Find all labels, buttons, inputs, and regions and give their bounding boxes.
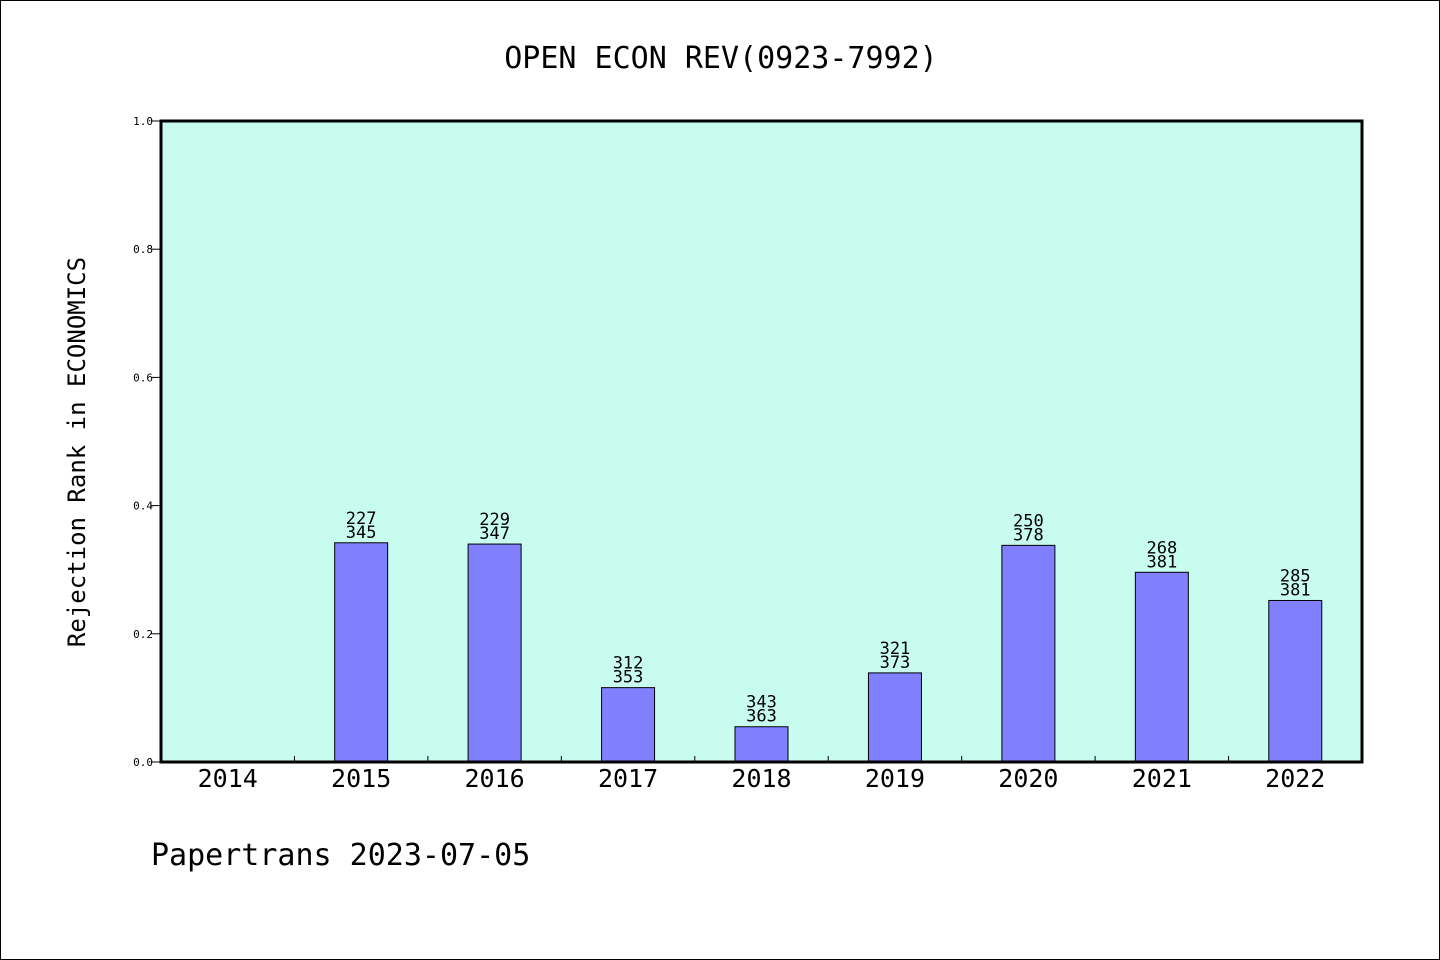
y-axis-label: Rejection Rank in ECONOMICS [63, 257, 91, 647]
data-label-bottom: 381 [1146, 552, 1177, 572]
data-label-bottom: 378 [1013, 525, 1044, 545]
data-label-bottom: 347 [479, 524, 510, 544]
bar-2016 [467, 543, 522, 763]
x-tick-label: 2015 [331, 764, 391, 793]
data-label-top: 321 [880, 639, 911, 659]
data-label-bottom: 373 [880, 653, 911, 673]
data-label-top: 227 [346, 509, 377, 529]
chart-title: OPEN ECON REV(0923-7992) [504, 41, 937, 76]
y-tick-label: 1.0 [133, 115, 153, 128]
data-label-bottom: 345 [346, 523, 377, 543]
data-label-top: 343 [746, 693, 777, 713]
data-label-bottom: 363 [746, 707, 777, 727]
x-tick-label: 2016 [465, 764, 525, 793]
bar-2022 [1268, 599, 1323, 763]
y-axis: 0.0 0.2 0.4 0.6 0.8 1.0 [133, 115, 161, 769]
x-tick-label: 2020 [998, 764, 1058, 793]
data-label-top: 285 [1280, 566, 1311, 586]
data-label-top: 312 [613, 654, 644, 674]
x-tick-label: 2014 [198, 764, 258, 793]
data-label-top: 250 [1013, 511, 1044, 531]
y-tick-label: 0.4 [133, 500, 153, 513]
data-label-bottom: 353 [613, 668, 644, 688]
bar-2015 [334, 542, 389, 763]
x-tick-label: 2017 [598, 764, 658, 793]
x-axis: 2014 2015 2016 2017 2018 2019 2020 2021 2022 [198, 756, 1325, 793]
x-tick-label: 2019 [865, 764, 925, 793]
bar-2017 [601, 687, 656, 763]
y-tick-label: 0.2 [133, 628, 153, 641]
bar-2020 [1001, 544, 1056, 763]
data-label-bottom: 381 [1280, 580, 1311, 600]
plot-border [159, 119, 1364, 764]
bar-2021 [1134, 571, 1189, 763]
y-tick-label: 0.0 [133, 756, 153, 769]
bar-2018 [734, 726, 789, 763]
data-labels: 2273452293473123533433633213732503782683… [346, 509, 1311, 727]
footer-credit: Papertrans 2023-07-05 [151, 838, 530, 873]
bars [334, 542, 1323, 763]
bar-2019 [867, 672, 922, 763]
y-tick-label: 0.8 [133, 243, 153, 256]
data-label-top: 268 [1146, 538, 1177, 558]
y-tick-label: 0.6 [133, 371, 153, 384]
x-tick-label: 2018 [731, 764, 791, 793]
data-label-top: 229 [479, 510, 510, 530]
x-tick-label: 2022 [1265, 764, 1325, 793]
x-tick-label: 2021 [1132, 764, 1192, 793]
